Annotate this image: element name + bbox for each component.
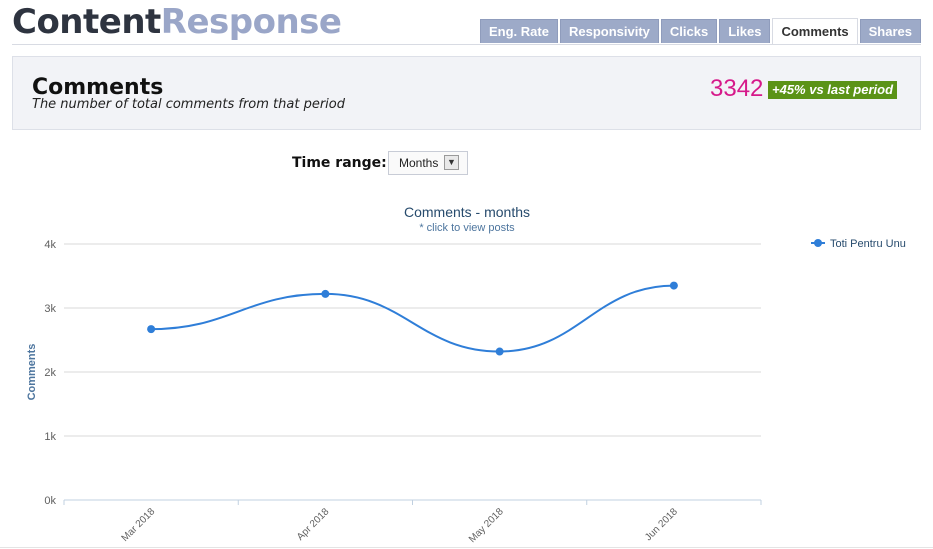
summary-title: Comments [32,75,164,100]
y-axis-title: Comments [26,344,38,401]
data-point [495,347,504,356]
series-line [151,284,674,353]
tab-clicks[interactable]: Clicks [660,19,718,43]
time-range-select[interactable]: Months ▼ [388,151,468,175]
header-divider [12,44,921,45]
brand-part-1: Content [12,2,161,42]
chart-title: Comments - months [404,204,530,220]
tab-eng-rate[interactable]: Eng. Rate [480,19,558,43]
y-tick-label: 3k [44,303,56,315]
data-point [147,325,156,334]
bottom-divider [0,547,933,548]
data-point [669,281,678,290]
y-tick-label: 1k [44,431,56,443]
chevron-down-icon[interactable]: ▼ [444,155,459,170]
time-range-label: Time range: [292,155,387,171]
brand-logo: ContentResponse [12,0,342,44]
x-tick-label: Mar 2018 [120,506,158,544]
tab-comments[interactable]: Comments [772,18,858,44]
metric-value: 3342 [710,75,764,102]
y-tick-label: 2k [44,367,56,379]
legend-label: Toti Pentru Unu [830,238,906,250]
time-range-value: Months [399,156,439,170]
brand-part-2: Response [160,2,342,42]
y-tick-label: 0k [44,495,56,507]
summary-panel: Comments The number of total comments fr… [12,56,921,130]
tab-shares[interactable]: Shares [859,19,922,43]
x-tick-label: Apr 2018 [295,506,332,543]
summary-subtitle: The number of total comments from that p… [32,97,345,112]
chart-subtitle: * click to view posts [419,222,515,234]
tab-responsivity[interactable]: Responsivity [559,19,659,43]
comments-chart: 0k 1k 2k 3k 4k Mar 2018 Apr 2018 May 2018 Jun 20… [26,204,906,545]
tab-likes[interactable]: Likes [719,19,771,43]
metric-delta-badge: +45% vs last period [768,81,898,99]
x-tick-label: May 2018 [467,506,506,545]
x-tick-label: Jun 2018 [643,506,680,543]
data-point [321,289,330,298]
y-tick-label: 4k [44,239,56,251]
legend-marker [814,239,822,247]
metric-tabs: Eng. Rate Responsivity Clicks Likes Comm… [480,18,923,44]
